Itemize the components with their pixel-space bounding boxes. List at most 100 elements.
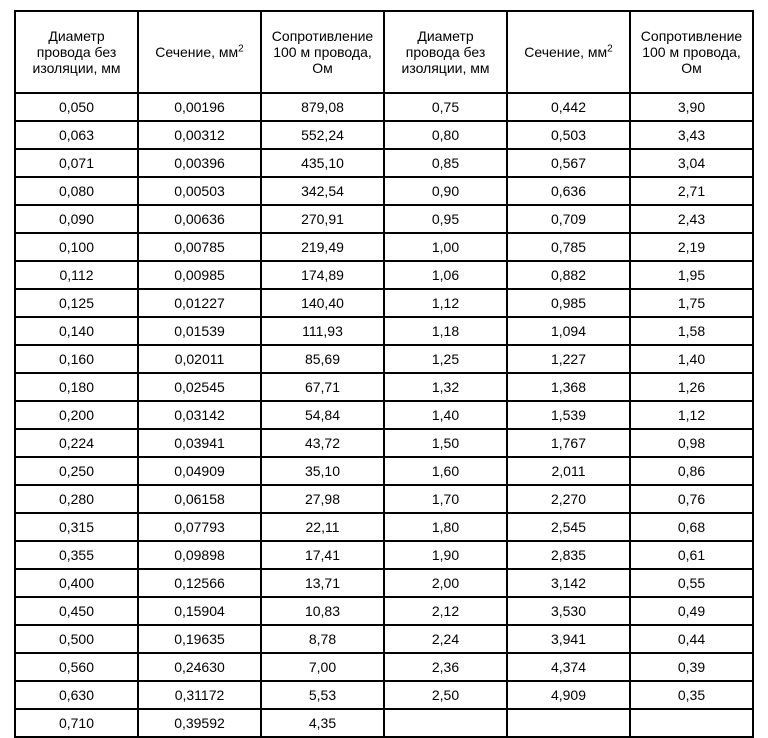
cell-s1: 0,12566 bbox=[138, 569, 261, 597]
cell-r1: 174,89 bbox=[261, 261, 384, 289]
cell-s2: 0,567 bbox=[507, 149, 630, 177]
cell-r2: 0,98 bbox=[630, 429, 753, 457]
cell-d2: 2,36 bbox=[384, 653, 507, 681]
cell-d1: 0,500 bbox=[15, 625, 138, 653]
table-row: 0,1120,00985174,891,060,8821,95 bbox=[15, 261, 753, 289]
wire-table: Диаметрпровода безизоляции, ммСечение, м… bbox=[14, 10, 754, 738]
cell-r1: 43,72 bbox=[261, 429, 384, 457]
cell-d1: 0,450 bbox=[15, 597, 138, 625]
cell-d1: 0,560 bbox=[15, 653, 138, 681]
cell-r1: 54,84 bbox=[261, 401, 384, 429]
table-row: 0,2000,0314254,841,401,5391,12 bbox=[15, 401, 753, 429]
cell-s2: 0,985 bbox=[507, 289, 630, 317]
cell-r2: 0,35 bbox=[630, 681, 753, 709]
cell-d2: 0,90 bbox=[384, 177, 507, 205]
cell-s1: 0,00196 bbox=[138, 93, 261, 121]
cell-s1: 0,00503 bbox=[138, 177, 261, 205]
cell-d2: 1,25 bbox=[384, 345, 507, 373]
cell-d1: 0,180 bbox=[15, 373, 138, 401]
cell-d2: 1,70 bbox=[384, 485, 507, 513]
table-row: 0,5600,246307,002,364,3740,39 bbox=[15, 653, 753, 681]
cell-s1: 0,03941 bbox=[138, 429, 261, 457]
cell-r2: 3,04 bbox=[630, 149, 753, 177]
cell-r1: 111,93 bbox=[261, 317, 384, 345]
cell-r1: 27,98 bbox=[261, 485, 384, 513]
table-row: 0,0630,00312552,240,800,5033,43 bbox=[15, 121, 753, 149]
cell-d2: 0,80 bbox=[384, 121, 507, 149]
cell-d2 bbox=[384, 709, 507, 737]
cell-d2: 2,12 bbox=[384, 597, 507, 625]
cell-r2: 0,61 bbox=[630, 541, 753, 569]
cell-d1: 0,400 bbox=[15, 569, 138, 597]
cell-r2: 2,19 bbox=[630, 233, 753, 261]
cell-r1: 8,78 bbox=[261, 625, 384, 653]
cell-d2: 1,80 bbox=[384, 513, 507, 541]
table-row: 0,0900,00636270,910,950,7092,43 bbox=[15, 205, 753, 233]
cell-r1: 270,91 bbox=[261, 205, 384, 233]
table-row: 0,2500,0490935,101,602,0110,86 bbox=[15, 457, 753, 485]
col-header-s2: Сечение, мм2 bbox=[507, 11, 630, 93]
cell-d2: 2,24 bbox=[384, 625, 507, 653]
col-header-r2: Сопротивление100 м провода,Ом bbox=[630, 11, 753, 93]
cell-r2: 2,43 bbox=[630, 205, 753, 233]
table-row: 0,0500,00196879,080,750,4423,90 bbox=[15, 93, 753, 121]
cell-s2: 2,270 bbox=[507, 485, 630, 513]
cell-r1: 17,41 bbox=[261, 541, 384, 569]
cell-s1: 0,00985 bbox=[138, 261, 261, 289]
cell-d1: 0,050 bbox=[15, 93, 138, 121]
cell-d1: 0,224 bbox=[15, 429, 138, 457]
table-row: 0,1600,0201185,691,251,2271,40 bbox=[15, 345, 753, 373]
cell-s1: 0,07793 bbox=[138, 513, 261, 541]
cell-r2: 0,49 bbox=[630, 597, 753, 625]
cell-d2: 1,06 bbox=[384, 261, 507, 289]
cell-d1: 0,090 bbox=[15, 205, 138, 233]
cell-s2: 1,227 bbox=[507, 345, 630, 373]
cell-d1: 0,112 bbox=[15, 261, 138, 289]
table-header-row: Диаметрпровода безизоляции, ммСечение, м… bbox=[15, 11, 753, 93]
cell-r1: 5,53 bbox=[261, 681, 384, 709]
cell-s1: 0,15904 bbox=[138, 597, 261, 625]
cell-d2: 2,00 bbox=[384, 569, 507, 597]
cell-r2: 3,43 bbox=[630, 121, 753, 149]
cell-d1: 0,280 bbox=[15, 485, 138, 513]
cell-s2: 0,882 bbox=[507, 261, 630, 289]
cell-s2: 3,941 bbox=[507, 625, 630, 653]
cell-r1: 342,54 bbox=[261, 177, 384, 205]
table-row: 0,1800,0254567,711,321,3681,26 bbox=[15, 373, 753, 401]
cell-d1: 0,315 bbox=[15, 513, 138, 541]
cell-s1: 0,01539 bbox=[138, 317, 261, 345]
cell-r1: 140,40 bbox=[261, 289, 384, 317]
cell-s2: 2,011 bbox=[507, 457, 630, 485]
table-row: 0,0800,00503342,540,900,6362,71 bbox=[15, 177, 753, 205]
cell-d2: 0,85 bbox=[384, 149, 507, 177]
cell-r2: 1,75 bbox=[630, 289, 753, 317]
table-body: 0,0500,00196879,080,750,4423,900,0630,00… bbox=[15, 93, 753, 737]
cell-d2: 1,12 bbox=[384, 289, 507, 317]
table-row: 0,7100,395924,35 bbox=[15, 709, 753, 737]
cell-r1: 879,08 bbox=[261, 93, 384, 121]
table-row: 0,4500,1590410,832,123,5300,49 bbox=[15, 597, 753, 625]
cell-s2 bbox=[507, 709, 630, 737]
table-row: 0,4000,1256613,712,003,1420,55 bbox=[15, 569, 753, 597]
cell-s2: 4,374 bbox=[507, 653, 630, 681]
cell-r1: 35,10 bbox=[261, 457, 384, 485]
cell-r2: 0,76 bbox=[630, 485, 753, 513]
cell-d1: 0,100 bbox=[15, 233, 138, 261]
cell-s1: 0,00396 bbox=[138, 149, 261, 177]
table-row: 0,3550,0989817,411,902,8350,61 bbox=[15, 541, 753, 569]
cell-d1: 0,125 bbox=[15, 289, 138, 317]
cell-r2: 2,71 bbox=[630, 177, 753, 205]
cell-s2: 1,539 bbox=[507, 401, 630, 429]
cell-r1: 7,00 bbox=[261, 653, 384, 681]
cell-d2: 1,40 bbox=[384, 401, 507, 429]
cell-s1: 0,00312 bbox=[138, 121, 261, 149]
cell-s1: 0,31172 bbox=[138, 681, 261, 709]
cell-s1: 0,02545 bbox=[138, 373, 261, 401]
cell-s2: 2,835 bbox=[507, 541, 630, 569]
cell-s2: 0,709 bbox=[507, 205, 630, 233]
cell-s1: 0,24630 bbox=[138, 653, 261, 681]
col-header-r1: Сопротивление100 м провода,Ом bbox=[261, 11, 384, 93]
cell-s1: 0,09898 bbox=[138, 541, 261, 569]
cell-r1: 552,24 bbox=[261, 121, 384, 149]
cell-s2: 0,503 bbox=[507, 121, 630, 149]
